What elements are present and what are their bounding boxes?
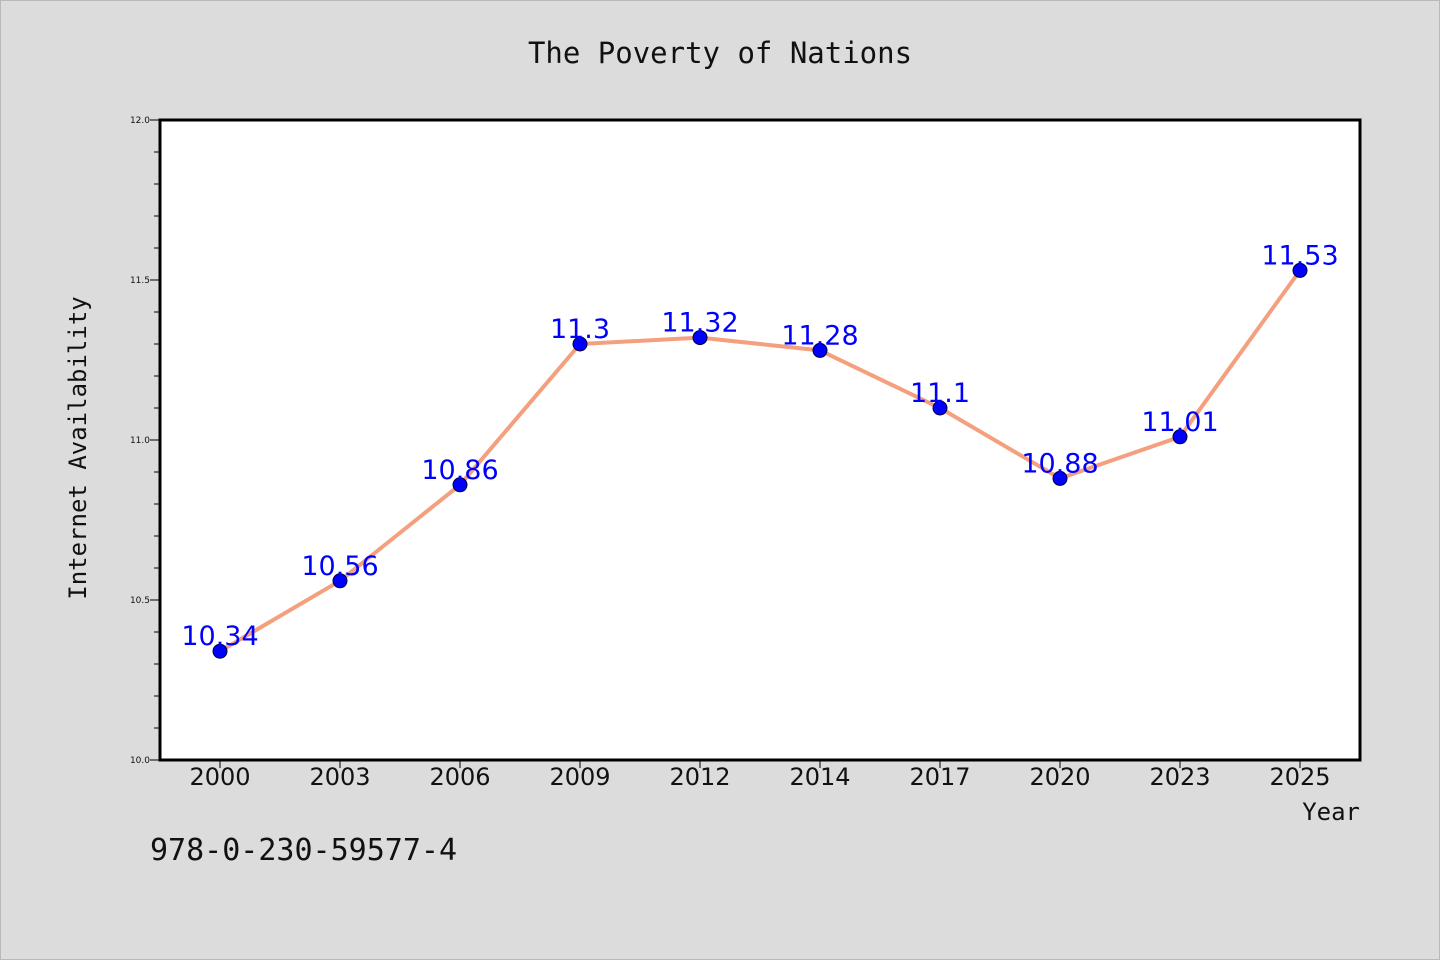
data-point (572, 336, 588, 352)
y-tick-label: 10.5 (130, 596, 150, 606)
series-line (218, 268, 1302, 654)
data-point (1052, 470, 1068, 486)
series-layer: 10.34 10.56 10.86 11.3 11.32 11.28 11.1 10.88 11… (181, 240, 1339, 659)
x-tick-label: 2014 (789, 763, 850, 791)
x-tick-label: 2020 (1029, 763, 1090, 791)
chart-title: The Poverty of Nations (528, 36, 912, 70)
data-point (452, 477, 468, 493)
x-tick-label: 2009 (549, 763, 610, 791)
data-label: 10.34 (181, 621, 258, 652)
y-tick-label: 11.0 (130, 436, 150, 446)
y-tick-label: 12.0 (130, 116, 150, 126)
x-tick-label: 2025 (1269, 763, 1330, 791)
data-point (1172, 429, 1188, 445)
data-label: 10.86 (421, 455, 498, 486)
data-label: 11.28 (781, 320, 858, 351)
y-axis: 10.0 10.5 11.0 11.5 12.0 (130, 116, 160, 766)
y-tick-label: 11.5 (130, 276, 150, 286)
data-point (332, 573, 348, 589)
x-tick-label: 2000 (189, 763, 250, 791)
data-label: 11.01 (1141, 407, 1218, 438)
data-label: 11.32 (661, 308, 738, 339)
data-point (212, 643, 228, 659)
y-tick-label: 10.0 (130, 756, 150, 766)
data-label: 10.88 (1021, 448, 1098, 479)
plot-area (158, 118, 1362, 762)
data-point (1292, 262, 1308, 278)
data-point (692, 330, 708, 346)
x-tick-label: 2006 (429, 763, 490, 791)
x-tick-label: 2012 (669, 763, 730, 791)
data-point (812, 342, 828, 358)
y-axis-label: Internet Availability (64, 296, 92, 599)
data-label: 10.56 (301, 551, 378, 582)
data-point (932, 400, 948, 416)
x-axis: 2000 2003 2006 2009 2012 2014 2017 2020 2023 2025 (189, 760, 1331, 791)
x-tick-label: 2023 (1149, 763, 1210, 791)
x-tick-label: 2003 (309, 763, 370, 791)
data-label: 11.1 (910, 378, 970, 409)
data-label: 11.53 (1261, 240, 1338, 271)
footer-code: 978-0-230-59577-4 (150, 833, 458, 868)
x-tick-label: 2017 (909, 763, 970, 791)
data-label: 11.3 (550, 314, 610, 345)
x-axis-label: Year (1302, 798, 1360, 826)
